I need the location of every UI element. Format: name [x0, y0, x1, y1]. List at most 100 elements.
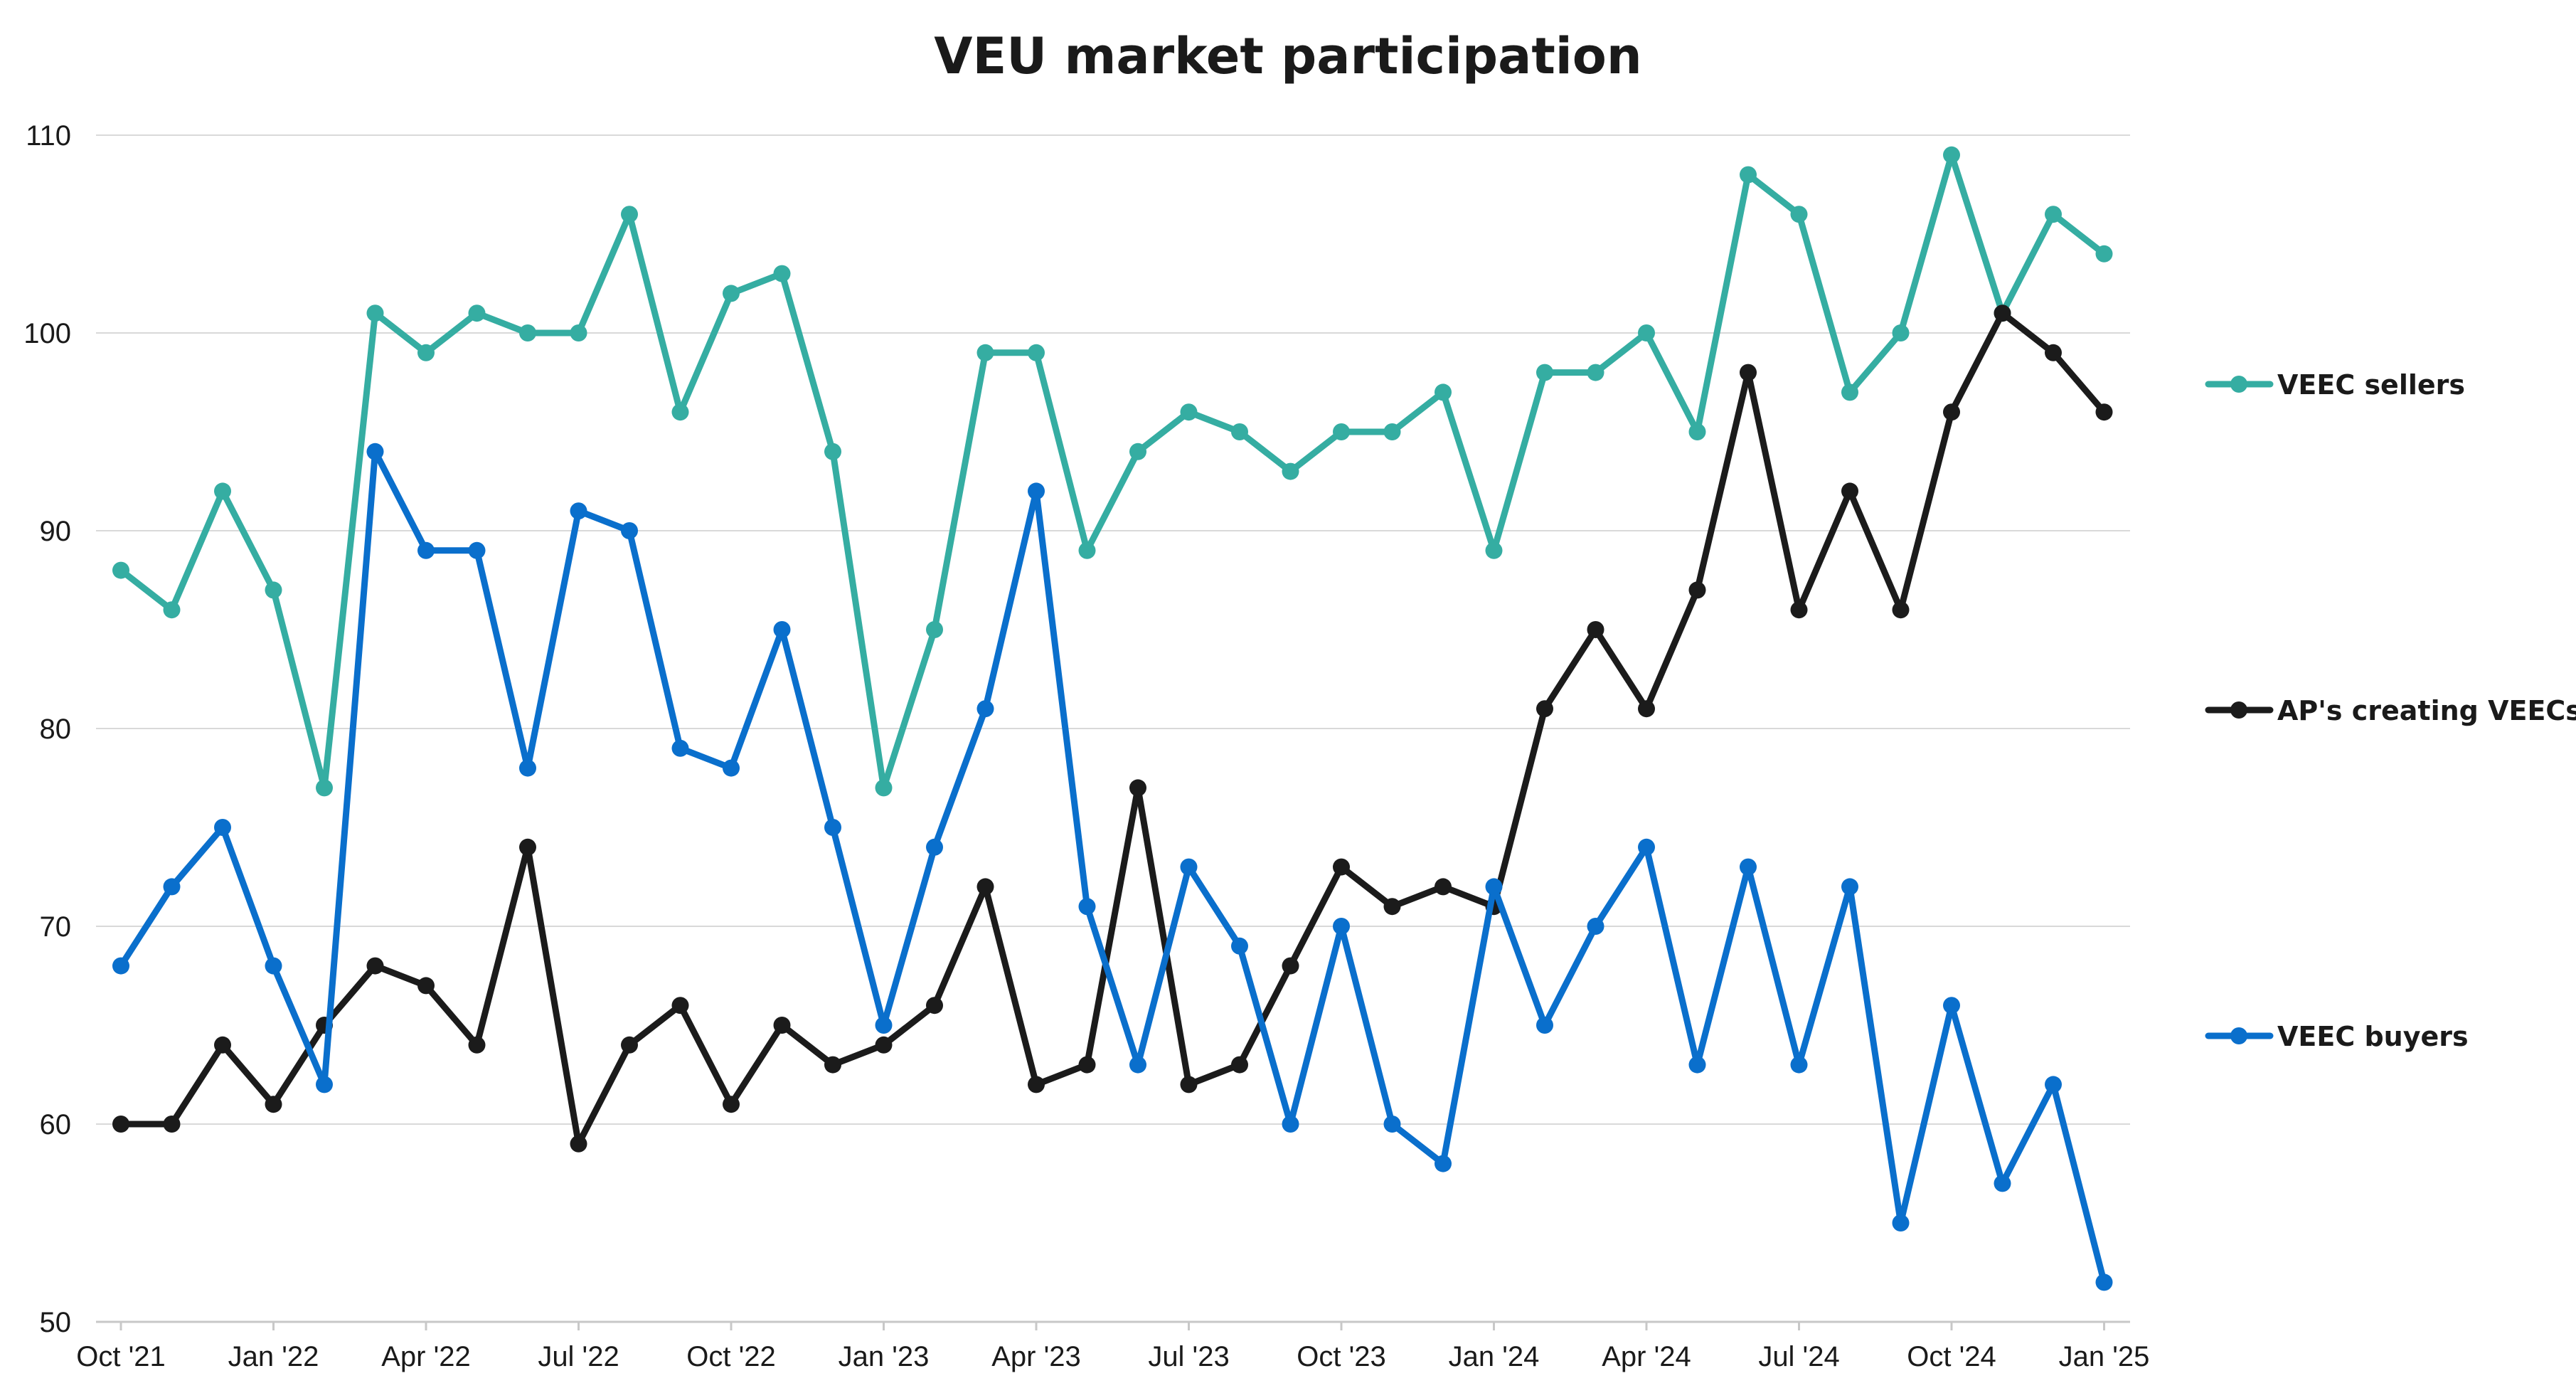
data-point [875, 779, 893, 797]
data-point [1892, 1214, 1910, 1232]
x-tick-label: Jul '24 [1758, 1341, 1839, 1372]
legend-swatch-marker [2230, 1027, 2247, 1044]
data-point [417, 541, 435, 559]
data-point [1841, 878, 1858, 896]
data-point [2045, 1076, 2062, 1093]
series-2 [112, 443, 2113, 1291]
data-point [1028, 1076, 1045, 1093]
data-point [1180, 1076, 1198, 1093]
x-tick-label: Oct '22 [686, 1341, 775, 1372]
data-point [1333, 918, 1350, 935]
data-point [1435, 383, 1452, 401]
data-point [1587, 918, 1604, 935]
data-point [1638, 700, 1655, 718]
data-point [1282, 462, 1299, 480]
data-point [468, 304, 486, 322]
data-point [1129, 443, 1146, 460]
data-point [773, 621, 791, 638]
y-tick-label: 60 [40, 1109, 72, 1140]
x-tick-label: Jul '22 [538, 1341, 619, 1372]
data-point [1129, 1056, 1146, 1074]
x-tick-label: Jan '25 [2059, 1341, 2150, 1372]
data-point [1536, 700, 1553, 718]
data-point [519, 759, 536, 777]
x-axis-ticks: Oct '21 Jan '22 Apr '22 Jul '22 Oct '22 Jan '… [76, 1322, 2149, 1372]
y-tick-label: 100 [23, 318, 71, 349]
data-point [976, 878, 994, 896]
data-point [1688, 1056, 1706, 1074]
data-point [1587, 364, 1604, 381]
data-point [214, 482, 231, 500]
data-point [1231, 423, 1248, 440]
data-point [671, 997, 689, 1015]
x-tick-label: Jan '23 [839, 1341, 930, 1372]
data-point [1587, 621, 1604, 638]
data-point [1892, 324, 1910, 341]
data-point [1485, 878, 1503, 896]
data-point [824, 819, 841, 836]
legend-label: VEEC sellers [2277, 369, 2465, 401]
series-line [117, 309, 2107, 1148]
data-point [671, 739, 689, 757]
data-point [1028, 482, 1045, 500]
data-point [1638, 838, 1655, 856]
data-point [1028, 344, 1045, 361]
data-point [1688, 423, 1706, 440]
data-point [1180, 858, 1198, 876]
data-point [468, 541, 486, 559]
data-point [1078, 898, 1096, 916]
data-point [1740, 364, 1757, 381]
x-tick-label: Jul '23 [1148, 1341, 1229, 1372]
data-point [671, 403, 689, 421]
data-point [163, 601, 181, 619]
y-tick-label: 70 [40, 911, 72, 943]
data-point [1078, 1056, 1096, 1074]
data-point [621, 206, 638, 223]
data-point [875, 1017, 893, 1034]
data-point [1180, 403, 1198, 421]
data-point [976, 344, 994, 361]
data-point [1994, 1175, 2011, 1192]
data-point [1943, 146, 1960, 164]
data-point [1282, 1116, 1299, 1133]
data-point [1790, 206, 1808, 223]
data-point [723, 759, 740, 777]
series-0 [112, 146, 2113, 797]
data-point [1333, 423, 1350, 440]
data-point [112, 561, 129, 579]
data-point [1943, 997, 1960, 1015]
data-point [1333, 858, 1350, 876]
data-point [570, 324, 587, 341]
data-point [723, 1096, 740, 1113]
series-1 [112, 304, 2113, 1153]
data-point [1790, 1056, 1808, 1074]
x-tick-label: Oct '21 [76, 1341, 165, 1372]
data-point [773, 1017, 791, 1034]
data-point [1383, 898, 1401, 916]
data-point [1638, 324, 1655, 341]
series-lines [112, 146, 2113, 1291]
data-point [112, 1116, 129, 1133]
data-point [926, 621, 943, 638]
data-point [1078, 541, 1096, 559]
data-point [366, 304, 384, 322]
data-point [265, 581, 282, 599]
chart-title: VEU market participation [934, 27, 1642, 85]
data-point [570, 502, 587, 520]
data-point [2095, 1273, 2113, 1291]
data-point [824, 1056, 841, 1074]
data-point [417, 344, 435, 361]
data-point [316, 1076, 333, 1093]
data-point [366, 957, 384, 975]
data-point [1282, 957, 1299, 975]
data-point [875, 1036, 893, 1054]
data-point [163, 1116, 181, 1133]
legend-item: VEEC buyers [2205, 1021, 2469, 1052]
data-point [1485, 541, 1503, 559]
data-point [976, 700, 994, 718]
data-point [366, 443, 384, 460]
data-point [926, 838, 943, 856]
x-tick-label: Apr '23 [991, 1341, 1081, 1372]
data-point [1536, 364, 1553, 381]
